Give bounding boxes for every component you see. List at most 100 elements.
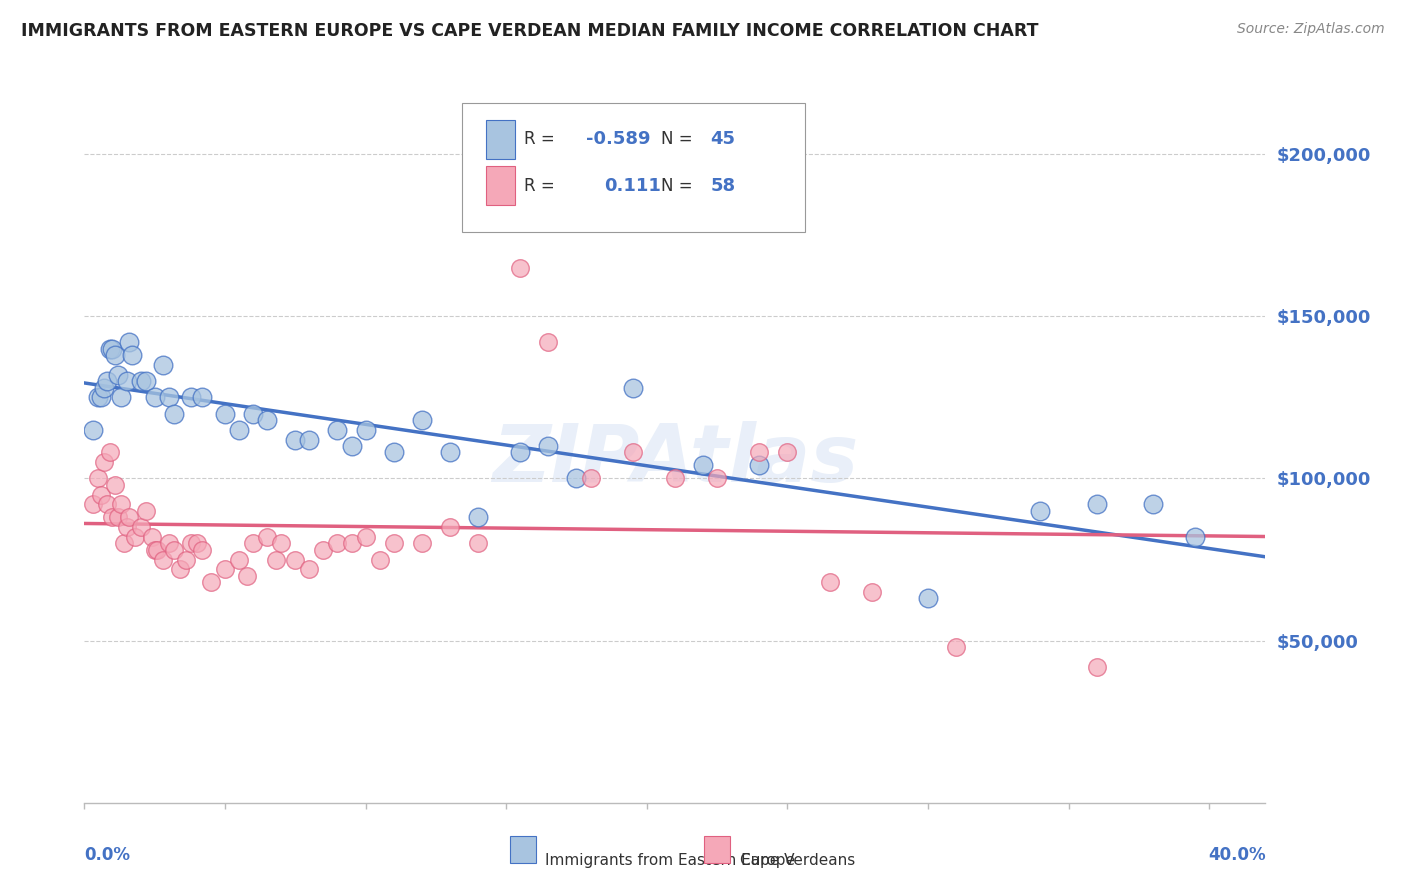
Text: -0.589: -0.589 <box>586 130 651 148</box>
Point <box>104 348 127 362</box>
Point <box>98 342 121 356</box>
Point <box>101 342 124 356</box>
Point <box>112 536 135 550</box>
Point <box>101 510 124 524</box>
Point <box>180 536 202 550</box>
Point <box>284 433 307 447</box>
Point <box>107 510 129 524</box>
Point <box>228 552 250 566</box>
Text: R =: R = <box>523 177 560 194</box>
Text: 0.0%: 0.0% <box>84 846 131 863</box>
Point <box>135 374 157 388</box>
Point <box>298 433 321 447</box>
Point <box>860 585 883 599</box>
Point <box>354 530 377 544</box>
Point <box>152 358 174 372</box>
Point <box>180 390 202 404</box>
Point <box>163 407 186 421</box>
Text: R =: R = <box>523 130 560 148</box>
Point <box>107 368 129 382</box>
Point <box>256 413 278 427</box>
Point <box>82 497 104 511</box>
Text: IMMIGRANTS FROM EASTERN EUROPE VS CAPE VERDEAN MEDIAN FAMILY INCOME CORRELATION : IMMIGRANTS FROM EASTERN EUROPE VS CAPE V… <box>21 22 1039 40</box>
Point <box>90 488 112 502</box>
Point <box>242 407 264 421</box>
Point <box>129 520 152 534</box>
Point <box>509 260 531 275</box>
Text: Immigrants from Eastern Europe: Immigrants from Eastern Europe <box>546 853 794 868</box>
Point <box>565 471 588 485</box>
Point <box>152 552 174 566</box>
Point <box>382 536 405 550</box>
Point <box>579 471 602 485</box>
Point <box>163 542 186 557</box>
Point <box>1184 530 1206 544</box>
Text: 40.0%: 40.0% <box>1208 846 1265 863</box>
Point <box>326 423 349 437</box>
Point <box>270 536 292 550</box>
Point <box>110 390 132 404</box>
Point <box>537 439 560 453</box>
Point <box>748 445 770 459</box>
Text: 0.111: 0.111 <box>605 177 661 194</box>
Point <box>1029 504 1052 518</box>
Point <box>382 445 405 459</box>
Point <box>135 504 157 518</box>
Bar <box>704 836 730 863</box>
Point <box>115 520 138 534</box>
Bar <box>509 836 536 863</box>
Point <box>818 575 841 590</box>
Text: N =: N = <box>661 177 697 194</box>
Point <box>214 562 236 576</box>
Point <box>157 536 180 550</box>
Text: N =: N = <box>661 130 697 148</box>
Point <box>706 471 728 485</box>
Point <box>439 445 461 459</box>
Point <box>621 445 644 459</box>
Text: 45: 45 <box>710 130 735 148</box>
Point <box>143 542 166 557</box>
Point <box>692 458 714 473</box>
Point <box>621 381 644 395</box>
Text: 58: 58 <box>710 177 735 194</box>
Point <box>90 390 112 404</box>
Point <box>917 591 939 606</box>
Point <box>256 530 278 544</box>
Point <box>110 497 132 511</box>
Bar <box>486 166 516 205</box>
Point <box>284 552 307 566</box>
Point <box>98 445 121 459</box>
Point <box>169 562 191 576</box>
Point <box>368 552 391 566</box>
Point <box>146 542 169 557</box>
Point <box>236 568 259 582</box>
Point <box>141 530 163 544</box>
Point <box>509 445 531 459</box>
Point <box>115 374 138 388</box>
Point <box>537 335 560 350</box>
Point <box>186 536 208 550</box>
Text: Cape Verdeans: Cape Verdeans <box>740 853 855 868</box>
Point <box>118 335 141 350</box>
Point <box>354 423 377 437</box>
Point <box>174 552 197 566</box>
Point <box>439 520 461 534</box>
Point <box>96 497 118 511</box>
Text: Source: ZipAtlas.com: Source: ZipAtlas.com <box>1237 22 1385 37</box>
FancyBboxPatch shape <box>463 103 804 232</box>
Point <box>104 478 127 492</box>
Point <box>776 445 799 459</box>
Point <box>340 536 363 550</box>
Point <box>82 423 104 437</box>
Point <box>312 542 335 557</box>
Point <box>200 575 222 590</box>
Point <box>143 390 166 404</box>
Point <box>467 510 489 524</box>
Point <box>467 536 489 550</box>
Point <box>214 407 236 421</box>
Point <box>326 536 349 550</box>
Point <box>96 374 118 388</box>
Point <box>411 536 433 550</box>
Text: ZIPAtlas: ZIPAtlas <box>492 421 858 500</box>
Point <box>228 423 250 437</box>
